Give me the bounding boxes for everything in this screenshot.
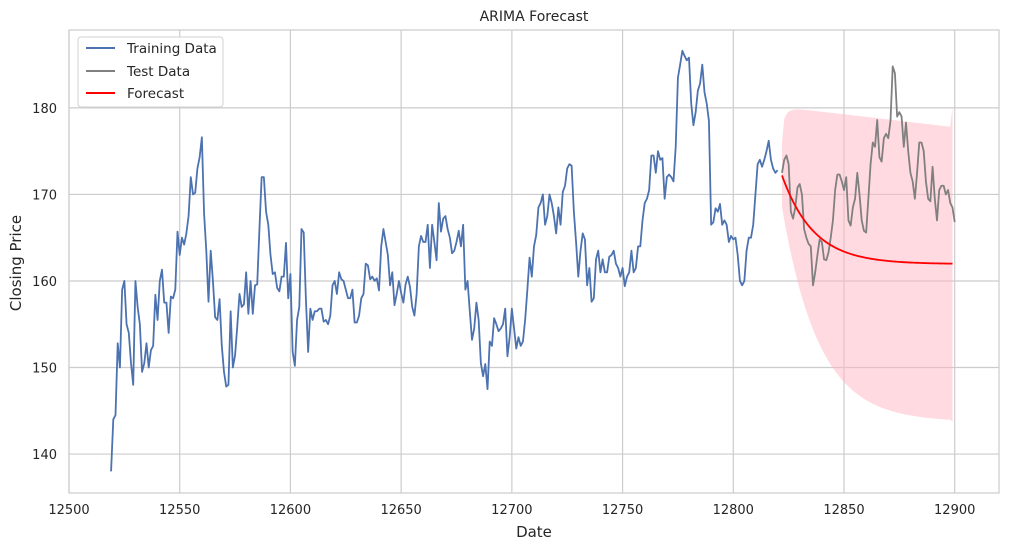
- y-tick-label: 150: [32, 362, 57, 377]
- x-axis-label: Date: [516, 523, 552, 541]
- x-tick-label: 12700: [491, 503, 532, 518]
- legend-label-forecast: Forecast: [127, 86, 184, 102]
- y-tick-label: 170: [32, 188, 57, 203]
- x-tick-label: 12550: [159, 503, 200, 518]
- x-tick-label: 12900: [934, 503, 975, 518]
- chart-title: ARIMA Forecast: [480, 9, 589, 25]
- legend-label-training: Training Data: [126, 41, 217, 57]
- plot-frame: [68, 29, 1000, 494]
- y-axis-label: Closing Price: [7, 215, 25, 311]
- forecast-line: [781, 175, 953, 265]
- forecast-confidence-interval: [782, 107, 953, 423]
- y-tick-label: 140: [32, 448, 57, 463]
- legend-label-test: Test Data: [126, 64, 190, 80]
- y-tick-label: 180: [32, 102, 57, 117]
- x-tick-labels: 12500 12550 12600 12650 12700 12750 12800 12850…: [48, 503, 975, 518]
- test-data-line: [781, 65, 956, 287]
- x-tick-label: 12850: [823, 503, 864, 518]
- y-tick-labels: 140 150 160 170 180: [32, 102, 57, 463]
- x-tick-label: 12800: [713, 503, 754, 518]
- x-tick-label: 12650: [380, 503, 421, 518]
- x-tick-label: 12750: [602, 503, 643, 518]
- x-tick-label: 12600: [270, 503, 311, 518]
- y-tick-label: 160: [32, 275, 57, 290]
- legend: Training Data Test Data Forecast: [77, 36, 224, 108]
- x-tick-label: 12500: [48, 503, 89, 518]
- training-data-line: [110, 49, 779, 472]
- legend-box: [77, 36, 224, 108]
